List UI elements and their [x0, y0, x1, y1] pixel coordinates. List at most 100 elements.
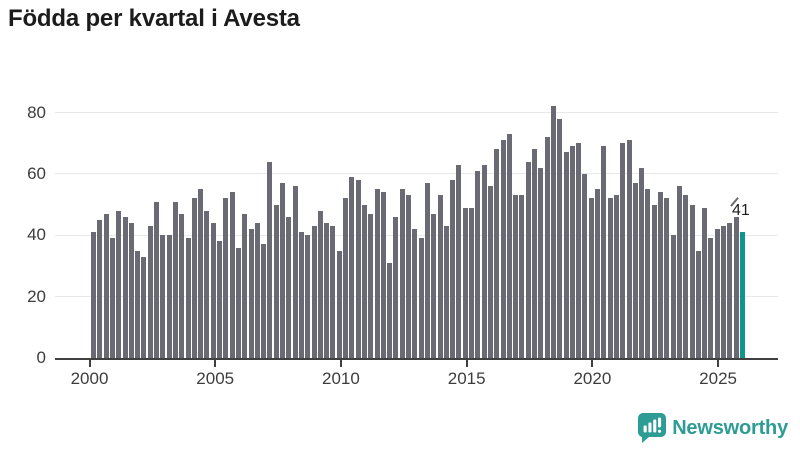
highlighted-bar — [739, 232, 745, 358]
y-axis-tick-label: 40 — [27, 225, 46, 245]
bar — [267, 161, 273, 358]
bar — [513, 195, 519, 358]
bar — [494, 149, 500, 358]
x-axis-tick — [717, 360, 720, 367]
bar — [469, 207, 474, 358]
bar — [97, 219, 103, 358]
y-axis-tick-label: 60 — [27, 163, 46, 183]
bar — [166, 235, 172, 358]
bar — [683, 195, 689, 358]
bar — [670, 235, 676, 358]
bar — [399, 189, 405, 358]
bar — [702, 207, 708, 358]
bar — [292, 186, 298, 358]
bar — [582, 173, 588, 358]
bar — [305, 235, 311, 358]
bar — [317, 210, 323, 358]
bar — [506, 134, 512, 358]
bar — [128, 223, 134, 358]
bar — [443, 226, 449, 358]
bar — [418, 238, 424, 358]
newsworthy-logo: Newsworthy — [638, 413, 788, 443]
bar — [172, 201, 178, 358]
bar — [179, 213, 185, 358]
bar — [538, 167, 544, 358]
bar — [91, 232, 96, 358]
bar — [456, 164, 462, 358]
bar — [563, 152, 569, 358]
bar — [368, 213, 374, 358]
bar — [557, 118, 563, 358]
bar — [727, 223, 733, 358]
x-axis-tick — [591, 360, 594, 367]
bar — [487, 186, 493, 358]
x-axis-tick-label: 2010 — [322, 369, 360, 388]
bar — [412, 229, 418, 358]
bar — [721, 226, 726, 358]
bar — [109, 238, 115, 358]
x-axis-tick — [339, 360, 342, 367]
bar — [122, 216, 128, 358]
bar — [532, 149, 537, 358]
bar — [733, 216, 739, 358]
newsworthy-logo-text: Newsworthy — [672, 416, 788, 439]
bar — [462, 207, 468, 358]
x-axis-tick-label: 2005 — [196, 369, 235, 388]
gridline — [55, 173, 778, 175]
bar — [380, 192, 386, 358]
bar — [613, 195, 619, 358]
bar — [450, 180, 456, 358]
x-axis-tick-label: 2020 — [573, 369, 612, 388]
bar — [217, 241, 222, 358]
bar — [658, 192, 663, 358]
bar — [280, 183, 285, 358]
bar — [607, 198, 613, 358]
bar — [254, 223, 260, 358]
bar — [664, 198, 670, 358]
bar — [330, 226, 336, 358]
bar — [324, 223, 330, 358]
y-axis-tick-label: 20 — [27, 286, 46, 306]
bar — [248, 229, 254, 358]
bar — [620, 143, 626, 358]
bar — [632, 183, 638, 358]
bar — [141, 256, 147, 358]
x-axis-line — [55, 357, 778, 360]
bar — [160, 235, 166, 358]
bar — [708, 238, 714, 358]
bar — [676, 186, 682, 358]
bar — [689, 204, 695, 358]
bar — [519, 195, 525, 358]
bar — [639, 167, 645, 358]
bar — [298, 232, 304, 358]
bar — [273, 204, 279, 358]
bar — [550, 106, 556, 358]
bar — [569, 146, 575, 358]
x-axis-tick-label: 2000 — [70, 369, 109, 388]
bar — [544, 137, 550, 358]
bar — [204, 210, 210, 358]
bar — [235, 247, 241, 358]
bar — [481, 164, 487, 358]
bar — [601, 146, 607, 358]
bar — [475, 170, 481, 358]
bar — [154, 201, 159, 358]
newsworthy-speech-bubble-bar-chart-icon — [638, 413, 667, 443]
bar — [223, 198, 229, 358]
bar — [103, 213, 109, 358]
bar — [695, 250, 701, 358]
bar — [595, 189, 600, 358]
bar — [311, 226, 317, 358]
bar — [588, 198, 594, 358]
bar — [210, 223, 216, 358]
bar — [576, 143, 582, 358]
bar — [361, 204, 367, 358]
bar — [424, 183, 430, 358]
bar — [116, 210, 122, 358]
bar — [191, 198, 197, 358]
bar — [645, 189, 651, 358]
bar — [393, 216, 399, 358]
bar — [651, 204, 657, 358]
x-axis-tick — [88, 360, 91, 367]
x-axis-tick-label: 2015 — [447, 369, 486, 388]
